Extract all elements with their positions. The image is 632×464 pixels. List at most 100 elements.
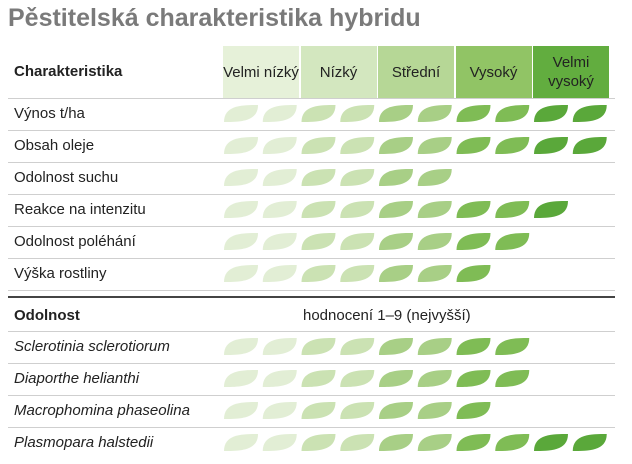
leaf (379, 265, 413, 282)
leaf (417, 434, 452, 451)
leaf (262, 338, 297, 355)
leaf (224, 338, 258, 355)
leaf (456, 105, 491, 122)
leaf (379, 338, 413, 355)
leaf (340, 137, 375, 154)
leaf (224, 265, 258, 282)
leaf (495, 137, 530, 154)
leaf (534, 105, 568, 122)
row-separator (8, 258, 615, 259)
leaf (417, 105, 452, 122)
leaf (572, 137, 607, 154)
leaf (262, 233, 297, 250)
row-label: Výška rostliny (14, 265, 107, 282)
leaf (456, 201, 491, 218)
row-label: Plasmopara halstedii (14, 434, 154, 451)
row-label: Sclerotinia sclerotiorum (14, 338, 170, 355)
leaf-rating (224, 137, 607, 154)
leaf (417, 402, 452, 419)
row-label: Diaporthe helianthi (14, 370, 140, 387)
leaf (379, 233, 413, 250)
row-separator (8, 427, 615, 428)
row-label: Obsah oleje (14, 137, 95, 154)
header-label: Charakteristika (14, 63, 123, 80)
leaf (340, 201, 375, 218)
leaf-rating (224, 233, 530, 250)
row-label: Odolnost suchu (14, 169, 119, 186)
section-label: Odolnost (14, 307, 80, 324)
leaf-rating (224, 434, 607, 451)
leaf (417, 233, 452, 250)
column-header: Velmi vysoký (533, 46, 609, 98)
leaf (340, 105, 375, 122)
leaf (262, 137, 297, 154)
section-separator (8, 296, 615, 298)
leaf (301, 233, 336, 250)
row-separator (8, 98, 615, 99)
leaf (224, 169, 258, 186)
leaf (456, 265, 491, 282)
leaf (262, 265, 297, 282)
leaf (417, 338, 452, 355)
leaf-rating (224, 370, 530, 387)
leaf (301, 402, 336, 419)
leaf (224, 233, 258, 250)
row-separator (8, 226, 615, 227)
leaf (572, 434, 607, 451)
row-separator (8, 130, 615, 131)
leaf (262, 201, 297, 218)
leaf (417, 201, 452, 218)
leaf (340, 338, 375, 355)
leaf (534, 137, 568, 154)
leaf (340, 169, 375, 186)
leaf (262, 169, 297, 186)
leaf (495, 105, 530, 122)
row-label: Reakce na intenzitu (14, 201, 146, 218)
column-header: Nízký (300, 46, 377, 98)
leaf (534, 201, 568, 218)
leaf (417, 370, 452, 387)
leaf (340, 370, 375, 387)
leaf (224, 402, 258, 419)
leaf (379, 402, 413, 419)
leaf (301, 370, 336, 387)
leaf (340, 434, 375, 451)
leaf (534, 434, 568, 451)
leaf (456, 402, 491, 419)
leaf (495, 201, 530, 218)
column-header: Střední (378, 46, 454, 98)
leaf (224, 434, 258, 451)
leaf (495, 434, 530, 451)
leaf (340, 265, 375, 282)
row-label: Výnos t/ha (14, 105, 85, 122)
column-header: Velmi nízký (223, 46, 299, 98)
leaf (301, 137, 336, 154)
leaf (301, 201, 336, 218)
leaf (456, 137, 491, 154)
leaf (262, 434, 297, 451)
leaf (340, 402, 375, 419)
leaf-rating (224, 265, 491, 282)
leaf (456, 233, 491, 250)
row-separator (8, 331, 615, 332)
leaf (340, 233, 375, 250)
row-separator (8, 363, 615, 364)
leaf (224, 370, 258, 387)
leaf (301, 434, 336, 451)
leaf (224, 201, 258, 218)
leaf (301, 338, 336, 355)
row-label: Odolnost poléhání (14, 233, 136, 250)
row-separator (8, 194, 615, 195)
leaf (224, 105, 258, 122)
leaf (495, 233, 530, 250)
leaf (301, 105, 336, 122)
leaf-rating (224, 201, 568, 218)
leaf (379, 137, 413, 154)
leaf (379, 201, 413, 218)
leaf (262, 402, 297, 419)
row-label: Macrophomina phaseolina (14, 402, 190, 419)
title: Pěstitelská charakteristika hybridu (8, 4, 421, 32)
leaf (572, 105, 607, 122)
leaf (379, 105, 413, 122)
